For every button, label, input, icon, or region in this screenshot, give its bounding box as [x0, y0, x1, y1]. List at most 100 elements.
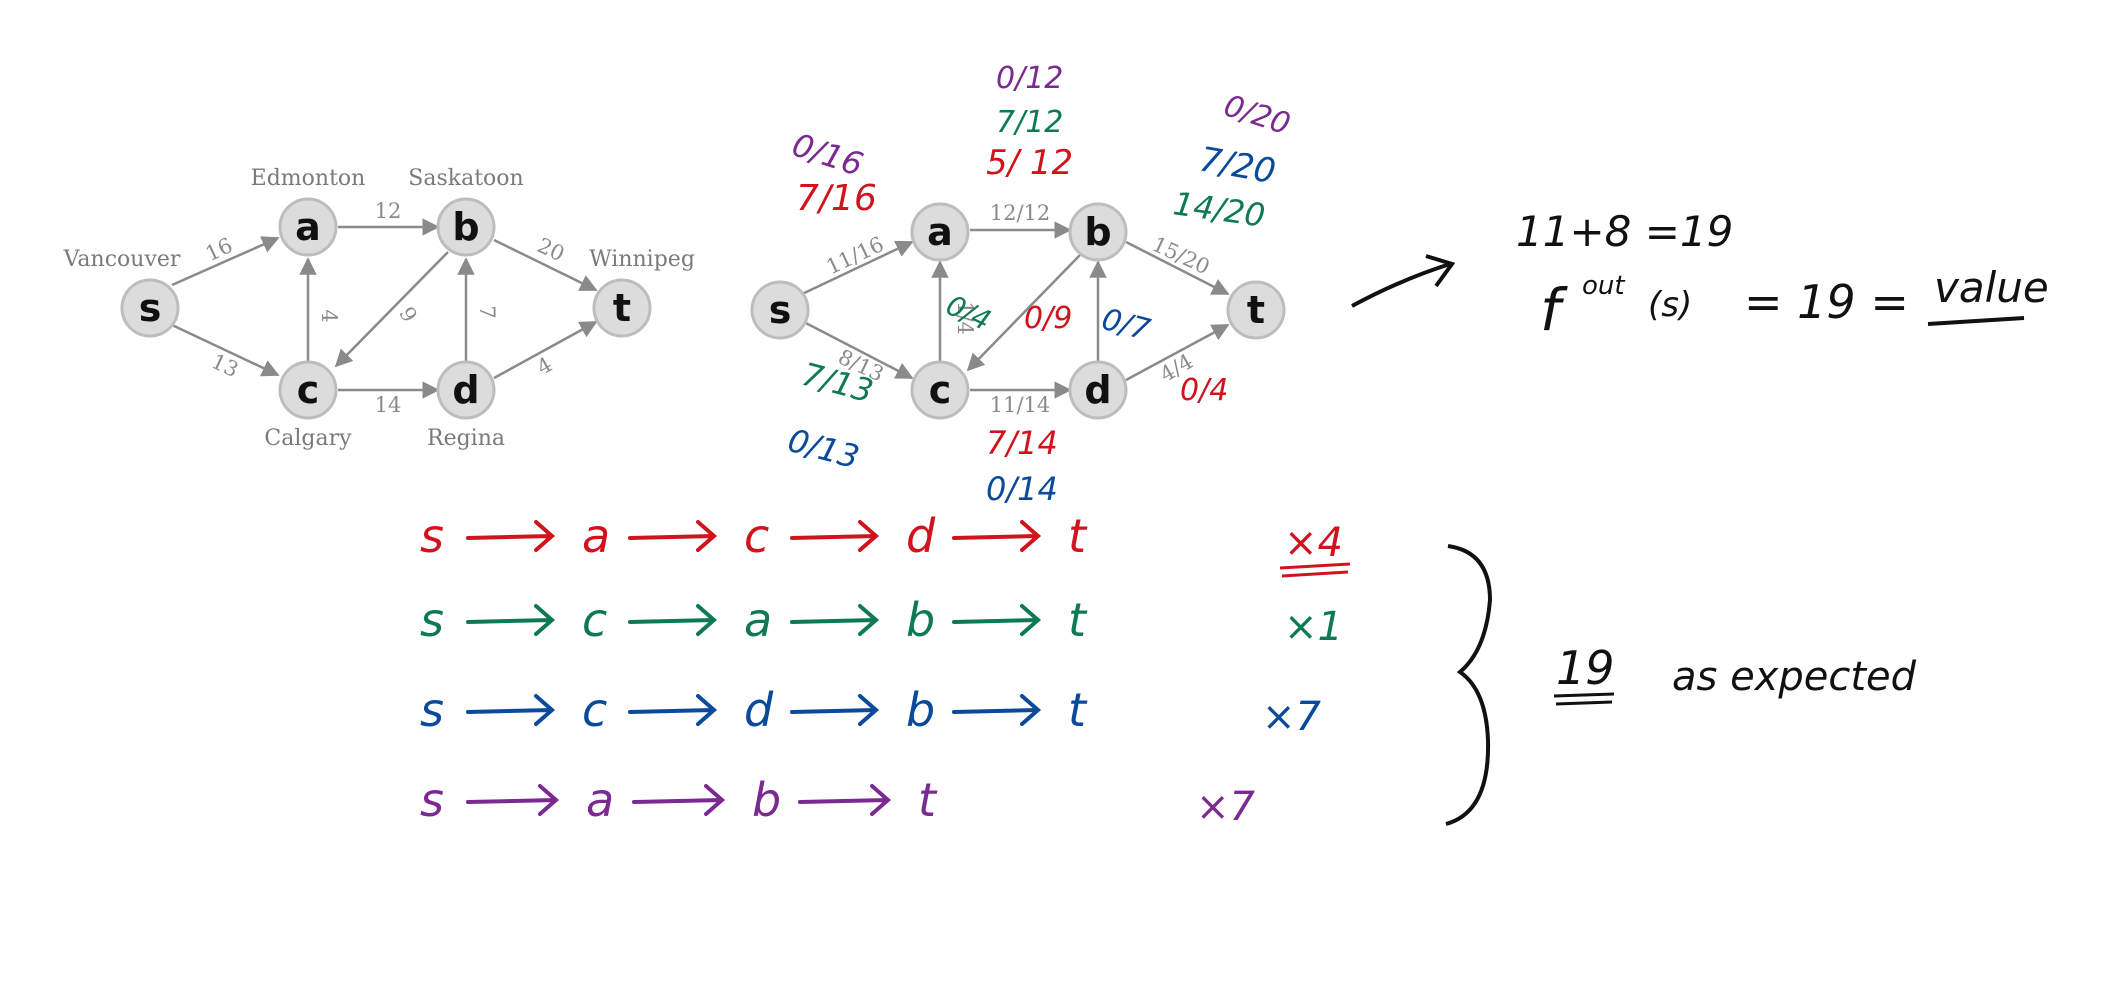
path-node-c: c [582, 593, 607, 647]
path-node-b: b [906, 683, 935, 737]
svg-text:s: s [139, 286, 162, 330]
multiplier-underline [1279, 562, 1351, 578]
path-node-t: t [918, 773, 938, 827]
path-arrow [466, 520, 556, 552]
edge-b-t [493, 238, 598, 292]
svg-text:t: t [613, 286, 631, 330]
edge-s-a [171, 236, 280, 287]
path-multiplier: ×1 [1284, 604, 1343, 650]
path-multiplier: ×7 [1196, 784, 1256, 830]
anno-ab-red: 5/ 12 [986, 143, 1073, 183]
curly-brace [1445, 544, 1493, 826]
value-word: value [1934, 263, 2049, 312]
edge-s-a-right [799, 240, 914, 297]
svg-text:d: d [1084, 368, 1111, 412]
path-node-t: t [1068, 683, 1088, 737]
city-regina: Regina [427, 426, 505, 451]
flow-b-t: 15/20 [1148, 232, 1213, 279]
svg-text:c: c [929, 368, 952, 412]
cap-s-c: 13 [208, 349, 242, 382]
f-argument: (s) [1648, 285, 1692, 325]
path-node-a: a [744, 593, 772, 647]
edge-d-t [493, 320, 598, 380]
result-group: 19 as expected [1445, 544, 1917, 826]
svg-text:d: d [452, 368, 479, 412]
node-c-right: c [910, 360, 970, 420]
path-node-t: t [1068, 509, 1088, 563]
svg-text:a: a [927, 210, 953, 254]
city-winnipeg: Winnipeg [589, 247, 695, 272]
cap-b-c: 9 [394, 303, 421, 327]
svg-text:b: b [452, 205, 479, 249]
path-arrow [466, 604, 556, 636]
pointer-arrowhead [1425, 254, 1456, 288]
flow-c-a: 1/4 [953, 301, 977, 335]
pointer-arrow [1351, 262, 1451, 308]
path-node-b: b [752, 773, 781, 827]
flow-s-a: 11/16 [823, 232, 888, 279]
path-arrow [790, 520, 880, 552]
edge-d-t-right [1125, 323, 1230, 382]
value-notes: 11+8 =19 f out (s) = 19 = value [1351, 207, 2049, 344]
node-a-right: a [910, 202, 970, 262]
svg-text:b: b [1084, 210, 1111, 254]
node-t-left: t [592, 278, 652, 338]
path-node-d: d [744, 683, 774, 737]
sum-note: 11+8 =19 [1516, 207, 1733, 256]
city-edmonton: Edmonton [251, 166, 366, 191]
svg-text:a: a [295, 205, 321, 249]
path-multiplier: ×4 [1284, 520, 1343, 566]
path-row-blue: s c d b t ×7 [420, 683, 1322, 740]
node-a-left: a [278, 197, 338, 257]
city-saskatoon: Saskatoon [408, 166, 523, 191]
path-node-a: a [582, 509, 610, 563]
path-node-c: c [744, 509, 769, 563]
flow-c-d: 11/14 [990, 393, 1051, 417]
flow-network-left: 16 13 12 4 9 14 7 20 4 s a b c d t Vanco… [63, 166, 695, 451]
anno-bt-blue: 7/20 [1196, 139, 1278, 192]
node-s-left: s [120, 278, 180, 338]
node-d-left: d [436, 360, 496, 420]
node-c-left: c [278, 360, 338, 420]
path-multiplier: ×7 [1262, 694, 1322, 740]
path-node-a: a [586, 773, 614, 827]
path-node-s: s [420, 509, 444, 563]
augmenting-paths: s a c d t ×4s c a b t ×1s c d b t ×7s a b t ×7 [420, 509, 1351, 830]
cap-d-b: 7 [475, 305, 499, 318]
edge-b-c [334, 251, 449, 368]
anno-sa-purple: 0/16 [788, 125, 868, 183]
path-arrow [628, 694, 718, 726]
value-underline [1927, 316, 2025, 326]
path-arrow [952, 604, 1042, 636]
anno-db-blue: 0/7 [1098, 302, 1154, 348]
anno-cd-red: 7/14 [986, 424, 1058, 462]
path-node-s: s [420, 773, 444, 827]
anno-bc-red: 0/9 [1024, 301, 1072, 336]
cap-a-b: 12 [375, 199, 402, 223]
svg-text:c: c [297, 368, 320, 412]
cap-c-a: 4 [317, 309, 341, 322]
path-row-purple: s a b t ×7 [420, 773, 1256, 830]
cap-d-t: 4 [533, 352, 557, 379]
node-b-left: b [436, 197, 496, 257]
svg-text:t: t [1247, 288, 1265, 332]
f-superscript: out [1582, 271, 1625, 301]
path-arrow [632, 784, 726, 816]
f-symbol: f [1540, 276, 1568, 344]
result-number: 19 [1556, 641, 1615, 695]
path-arrow [790, 604, 880, 636]
path-arrow [628, 520, 718, 552]
anno-cd-blue: 0/14 [986, 470, 1058, 508]
path-row-red: s a c d t ×4 [420, 509, 1351, 578]
path-arrow [790, 694, 880, 726]
path-node-d: d [906, 509, 936, 563]
flow-a-b: 12/12 [990, 201, 1051, 225]
path-arrow [952, 694, 1042, 726]
path-node-s: s [420, 683, 444, 737]
anno-dt-red: 0/4 [1180, 373, 1228, 408]
path-node-b: b [906, 593, 935, 647]
path-arrow [466, 784, 560, 816]
svg-text:s: s [769, 288, 792, 332]
cap-s-a: 16 [202, 233, 236, 266]
path-arrow [952, 520, 1042, 552]
